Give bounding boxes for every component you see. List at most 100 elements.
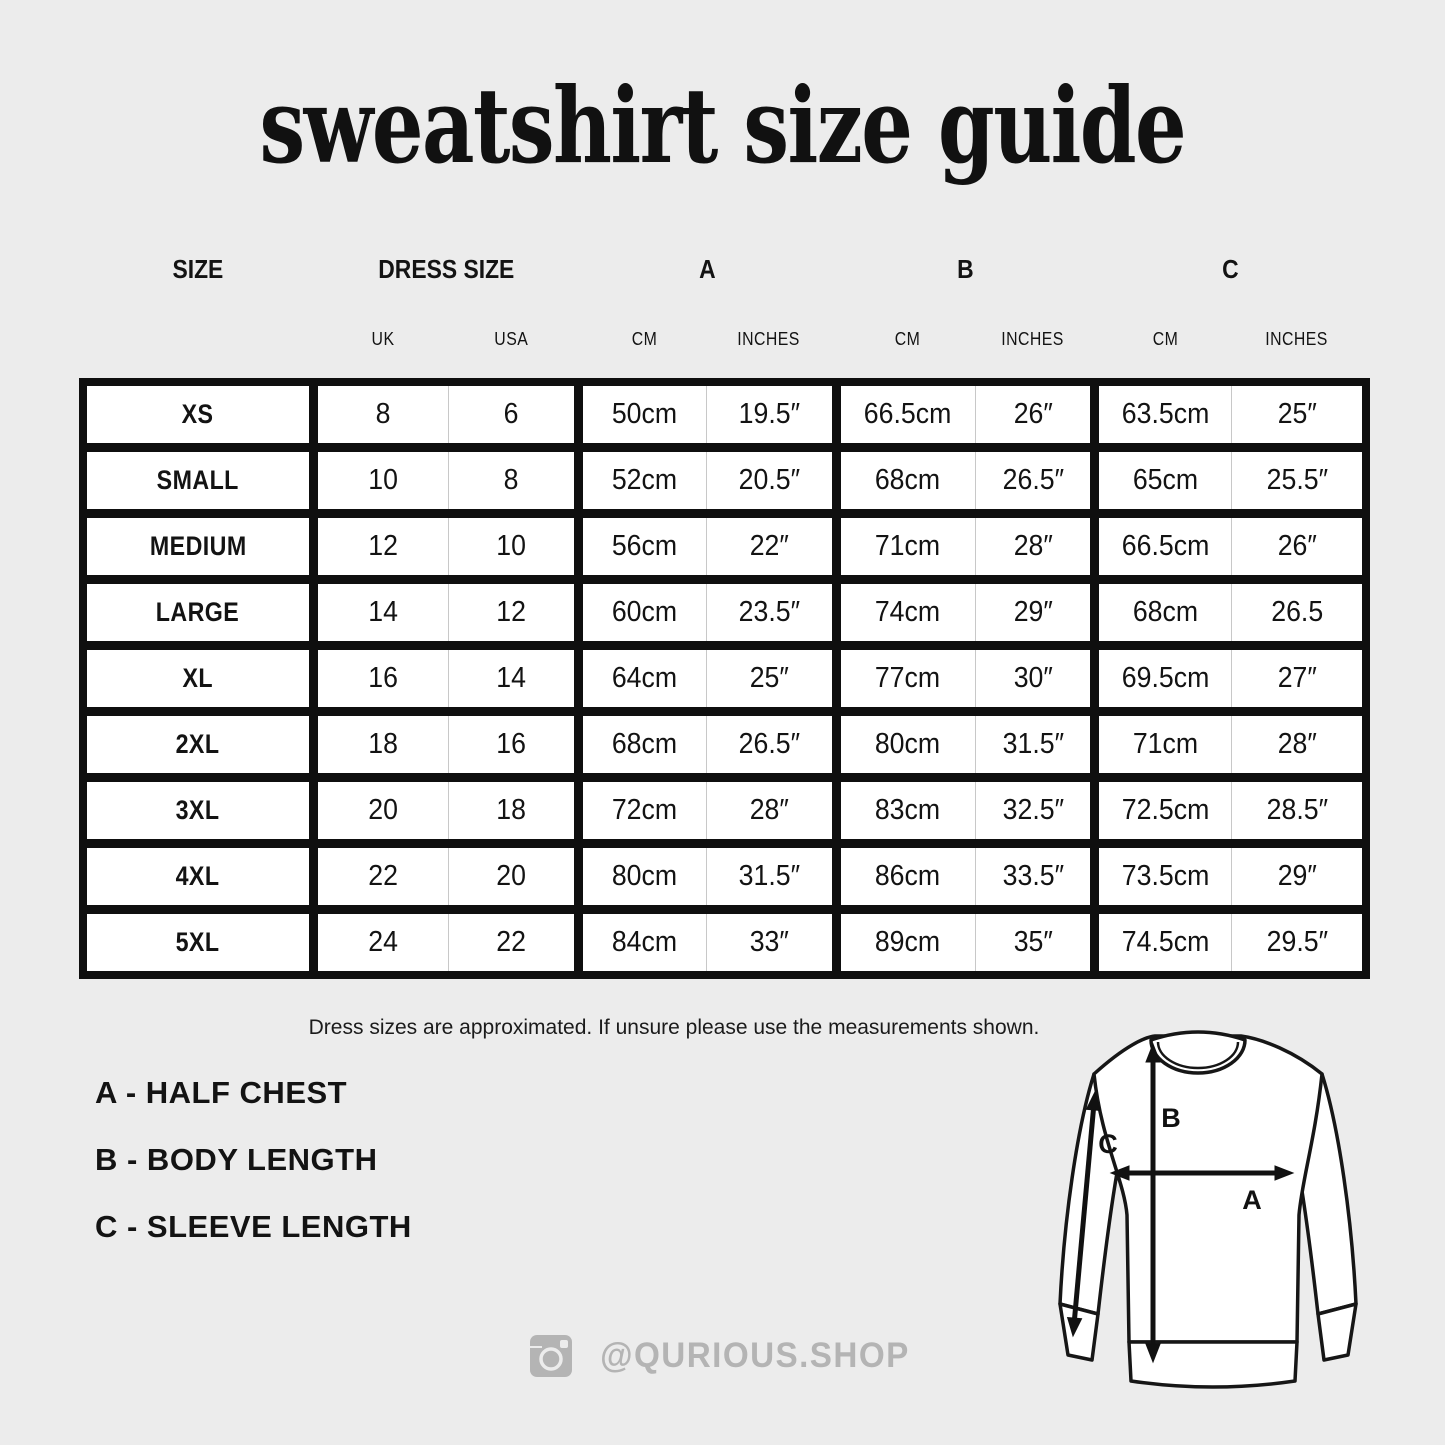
right-cuff bbox=[1316, 1302, 1358, 1362]
cell-size-label: 3XL bbox=[175, 795, 220, 825]
cell-usa: 14 bbox=[447, 650, 574, 707]
cell-a-inches: 33″ bbox=[705, 914, 832, 971]
cell-a-cm: 72cm bbox=[611, 794, 677, 826]
cell-c-cm: 73.5cm bbox=[1121, 860, 1209, 892]
cell-a-cm: 68cm bbox=[611, 728, 677, 760]
diagram-label-c: C bbox=[1098, 1129, 1118, 1159]
cell-b-cm: 68cm bbox=[874, 464, 941, 496]
cell-uk: 12 bbox=[367, 530, 398, 562]
cell-c-inches: 25″ bbox=[1231, 386, 1362, 443]
cell-usa: 12 bbox=[447, 584, 574, 641]
cell-a-cm: 80cm bbox=[611, 860, 677, 892]
cell-b-inches: 31.5″ bbox=[974, 716, 1090, 773]
cell-b-cm: 74cm bbox=[874, 596, 941, 628]
cell-uk: 10 bbox=[367, 464, 398, 496]
cell-b-cm: 89cm bbox=[874, 926, 941, 958]
cell-c-cm: 72.5cm bbox=[1121, 794, 1209, 826]
measurement-legend: A - HALF CHEST B - BODY LENGTH C - SLEEV… bbox=[95, 1077, 412, 1278]
table-row: SMALL 10 8 52cm 20.5″ 68cm 26.5″ 65cm 25… bbox=[87, 452, 1363, 509]
column-group-size: SIZE bbox=[172, 253, 224, 284]
table-row: XL 16 14 64cm 25″ 77cm 30″ 69.5cm 27″ bbox=[87, 650, 1363, 707]
cell-uk: 18 bbox=[367, 728, 398, 760]
cell-a-inches: 31.5″ bbox=[705, 848, 832, 905]
sweatshirt-outline-drawing: A B C bbox=[1058, 1030, 1358, 1389]
cell-size-label: XS bbox=[181, 399, 214, 429]
cell-usa: 18 bbox=[447, 782, 574, 839]
subheader-b-cm: CM bbox=[895, 328, 921, 349]
cell-size-label: XL bbox=[182, 663, 214, 693]
column-group-b: B bbox=[957, 253, 974, 284]
table-row: 2XL 18 16 68cm 26.5″ 80cm 31.5″ 71cm 28″ bbox=[87, 716, 1363, 773]
table-group-headers: SIZE DRESS SIZE A B C bbox=[79, 250, 1370, 288]
cell-a-inches: 23.5″ bbox=[705, 584, 832, 641]
cell-c-cm: 69.5cm bbox=[1121, 662, 1209, 694]
cell-c-inches: 25.5″ bbox=[1231, 452, 1362, 509]
cell-c-inches: 28″ bbox=[1231, 716, 1362, 773]
cell-c-cm: 68cm bbox=[1132, 596, 1198, 628]
column-group-c: C bbox=[1222, 253, 1239, 284]
cell-a-inches: 20.5″ bbox=[705, 452, 832, 509]
cell-c-inches: 29.5″ bbox=[1231, 914, 1362, 971]
cell-size-label: 4XL bbox=[175, 861, 220, 891]
subheader-b-inches: INCHES bbox=[1001, 328, 1064, 349]
subheader-uk: UK bbox=[371, 328, 395, 349]
cell-c-inches: 26″ bbox=[1231, 518, 1362, 575]
page-title: sweatshirt size guide bbox=[259, 64, 1187, 187]
column-group-a: A bbox=[698, 253, 716, 284]
cell-b-cm: 83cm bbox=[874, 794, 941, 826]
arrow-c bbox=[1072, 1109, 1096, 1319]
cell-uk: 16 bbox=[367, 662, 398, 694]
table-row: 3XL 20 18 72cm 28″ 83cm 32.5″ 72.5cm 28.… bbox=[87, 782, 1363, 839]
subheader-size-spacer bbox=[87, 322, 309, 356]
cell-usa: 8 bbox=[447, 452, 574, 509]
cell-b-inches: 29″ bbox=[974, 584, 1090, 641]
cell-uk: 22 bbox=[367, 860, 398, 892]
table-row: XS 8 6 50cm 19.5″ 66.5cm 26″ 63.5cm 25″ bbox=[87, 386, 1363, 443]
cell-size-label: MEDIUM bbox=[149, 531, 247, 561]
cell-b-cm: 86cm bbox=[874, 860, 941, 892]
cell-a-inches: 26.5″ bbox=[705, 716, 832, 773]
cell-uk: 20 bbox=[367, 794, 398, 826]
torso bbox=[1092, 1034, 1324, 1344]
cell-usa: 20 bbox=[447, 848, 574, 905]
cell-b-inches: 26.5″ bbox=[974, 452, 1090, 509]
legend-item-sleeve-length: C - SLEEVE LENGTH bbox=[95, 1209, 412, 1244]
cell-a-inches: 19.5″ bbox=[705, 386, 832, 443]
cell-usa: 22 bbox=[447, 914, 574, 971]
cell-b-inches: 28″ bbox=[974, 518, 1090, 575]
cell-a-cm: 52cm bbox=[611, 464, 677, 496]
cell-uk: 14 bbox=[367, 596, 398, 628]
cell-a-inches: 22″ bbox=[705, 518, 832, 575]
cell-c-cm: 66.5cm bbox=[1121, 530, 1209, 562]
table-sub-headers: UK USA CM INCHES CM INCHES CM INCHES bbox=[79, 322, 1370, 356]
cell-size-label: SMALL bbox=[156, 465, 239, 495]
cell-a-inches: 25″ bbox=[705, 650, 832, 707]
cell-b-inches: 33.5″ bbox=[974, 848, 1090, 905]
cell-a-cm: 50cm bbox=[611, 398, 677, 430]
cell-a-cm: 60cm bbox=[611, 596, 677, 628]
cell-c-inches: 27″ bbox=[1231, 650, 1362, 707]
cell-b-cm: 71cm bbox=[874, 530, 941, 562]
instagram-handle: @QURIOUS.SHOP bbox=[599, 1336, 910, 1375]
subheader-c-cm: CM bbox=[1152, 328, 1179, 349]
sweatshirt-diagram: A B C bbox=[1005, 1010, 1405, 1410]
cell-c-cm: 74.5cm bbox=[1121, 926, 1209, 958]
legend-item-half-chest: A - HALF CHEST bbox=[95, 1075, 348, 1110]
subheader-a-cm: CM bbox=[631, 328, 658, 349]
cell-c-cm: 63.5cm bbox=[1121, 398, 1209, 430]
cell-size-label: LARGE bbox=[156, 597, 240, 627]
cell-b-cm: 66.5cm bbox=[863, 398, 952, 430]
cell-c-inches: 26.5 bbox=[1231, 584, 1362, 641]
diagram-label-a: A bbox=[1242, 1185, 1262, 1215]
cell-a-cm: 56cm bbox=[611, 530, 677, 562]
cell-usa: 16 bbox=[447, 716, 574, 773]
cell-a-cm: 84cm bbox=[611, 926, 677, 958]
table-row: 5XL 24 22 84cm 33″ 89cm 35″ 74.5cm 29.5″ bbox=[87, 914, 1363, 971]
table-row: LARGE 14 12 60cm 23.5″ 74cm 29″ 68cm 26.… bbox=[87, 584, 1363, 641]
cell-b-inches: 26″ bbox=[974, 386, 1090, 443]
cell-uk: 8 bbox=[375, 398, 391, 430]
cell-b-inches: 35″ bbox=[974, 914, 1090, 971]
cell-usa: 10 bbox=[447, 518, 574, 575]
size-table-body: XS 8 6 50cm 19.5″ 66.5cm 26″ 63.5cm 25″ … bbox=[79, 378, 1370, 979]
